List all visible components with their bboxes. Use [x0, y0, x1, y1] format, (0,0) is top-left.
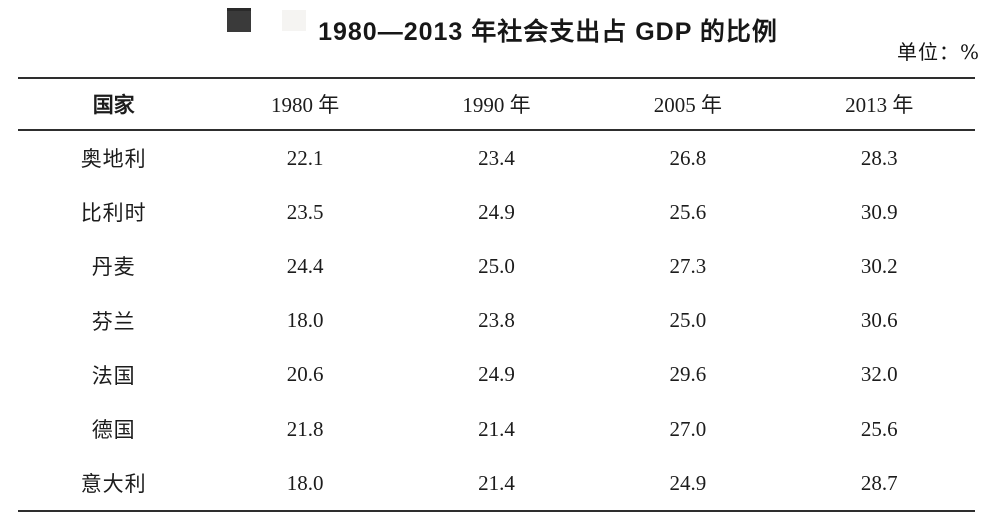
value-cell: 25.0 [478, 253, 515, 278]
value-cell: 32.0 [860, 362, 898, 387]
value-cell: 25.6 [669, 199, 707, 224]
column-header-country: 国家 [92, 93, 135, 117]
value-cell: 29.6 [669, 362, 707, 387]
country-cell: 丹麦 [91, 255, 136, 280]
value-cell: 18.0 [286, 470, 324, 495]
value-cell: 21.4 [478, 416, 515, 441]
table-row: 比利时 23.5 24.9 25.6 30.9 [18, 185, 975, 239]
column-header-2005: 2005 年 [653, 93, 722, 117]
value-cell: 23.5 [286, 199, 324, 224]
table-row: 芬兰 18.0 23.8 25.0 30.6 [18, 294, 975, 348]
value-cell: 23.4 [478, 145, 515, 170]
table-row: 德国 21.8 21.4 27.0 25.6 [18, 402, 975, 456]
country-cell: 德国 [91, 418, 136, 443]
value-cell: 18.0 [286, 308, 324, 333]
value-cell: 30.9 [860, 199, 898, 224]
value-cell: 28.3 [860, 145, 898, 170]
unit-label: 单位：% [896, 40, 980, 64]
country-cell: 芬兰 [91, 309, 136, 334]
social-expenditure-table: 国家 1980 年 1990 年 2005 年 2013 年 奥地利 22.1 … [18, 77, 975, 513]
title-bullet-ghost-icon [282, 10, 306, 31]
value-cell: 23.8 [478, 308, 515, 333]
value-cell: 24.9 [669, 470, 707, 495]
value-cell: 27.0 [669, 416, 707, 441]
value-cell: 20.6 [286, 362, 324, 387]
value-cell: 24.9 [478, 199, 515, 224]
value-cell: 27.3 [669, 253, 707, 278]
title-bullet-icon [227, 8, 251, 32]
column-header-1990: 1990 年 [462, 93, 531, 117]
page-title: 1980—2013 年社会支出占 GDP 的比例 [318, 18, 778, 46]
value-cell: 30.2 [860, 253, 898, 278]
column-header-1980: 1980 年 [270, 93, 340, 117]
value-cell: 24.9 [478, 362, 515, 387]
table-row: 法国 20.6 24.9 29.6 32.0 [18, 348, 975, 402]
column-header-2013: 2013 年 [845, 93, 914, 117]
value-cell: 30.6 [860, 308, 898, 333]
value-cell: 21.8 [286, 416, 324, 441]
value-cell: 28.7 [860, 470, 898, 495]
value-cell: 26.8 [669, 145, 707, 170]
country-cell: 比利时 [80, 201, 147, 226]
value-cell: 25.6 [860, 416, 898, 441]
country-cell: 意大利 [80, 472, 147, 497]
table-row: 意大利 18.0 21.4 24.9 28.7 [18, 456, 975, 510]
value-cell: 24.4 [286, 253, 324, 278]
table-header-row: 国家 1980 年 1990 年 2005 年 2013 年 [18, 79, 975, 131]
country-cell: 奥地利 [80, 147, 147, 172]
table-row: 奥地利 22.1 23.4 26.8 28.3 [18, 131, 975, 185]
country-cell: 法国 [91, 363, 136, 388]
value-cell: 25.0 [669, 308, 707, 333]
value-cell: 21.4 [478, 470, 515, 495]
table-row: 丹麦 24.4 25.0 27.3 30.2 [18, 239, 975, 293]
value-cell: 22.1 [286, 145, 324, 170]
